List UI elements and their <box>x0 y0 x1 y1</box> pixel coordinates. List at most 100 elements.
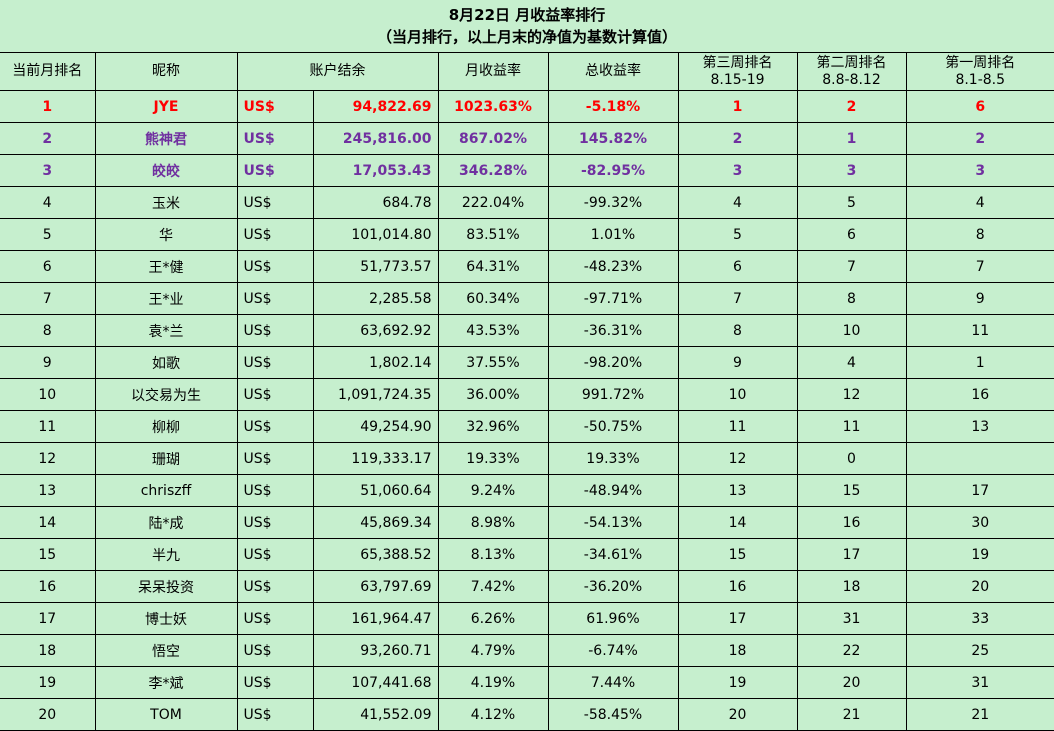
header-week2-rank[interactable]: 第二周排名 8.8-8.12 <box>796 53 907 91</box>
week1-rank-cell[interactable]: 19 <box>905 538 1054 571</box>
balance-cell[interactable]: 17,053.43 <box>312 154 439 187</box>
monthly-return-cell[interactable]: 83.51% <box>437 218 549 251</box>
nickname-cell[interactable]: 柳柳 <box>94 410 238 443</box>
week3-rank-cell[interactable]: 4 <box>677 186 798 219</box>
nickname-cell[interactable]: TOM <box>94 698 238 731</box>
week1-rank-cell[interactable]: 20 <box>905 570 1054 603</box>
nickname-cell[interactable]: 陆*成 <box>94 506 238 539</box>
balance-cell[interactable]: 63,797.69 <box>312 570 439 603</box>
week2-rank-cell[interactable]: 17 <box>796 538 907 571</box>
balance-cell[interactable]: 93,260.71 <box>312 634 439 667</box>
nickname-cell[interactable]: 悟空 <box>94 634 238 667</box>
week1-rank-cell[interactable]: 6 <box>905 90 1054 123</box>
rank-cell[interactable]: 15 <box>0 538 96 571</box>
week1-rank-cell[interactable]: 7 <box>905 250 1054 283</box>
header-week1-rank[interactable]: 第一周排名 8.1-8.5 <box>905 53 1054 91</box>
monthly-return-cell[interactable]: 9.24% <box>437 474 549 507</box>
currency-cell[interactable]: US$ <box>236 122 314 155</box>
currency-cell[interactable]: US$ <box>236 602 314 635</box>
week1-rank-cell[interactable]: 9 <box>905 282 1054 315</box>
week1-rank-cell[interactable]: 25 <box>905 634 1054 667</box>
balance-cell[interactable]: 107,441.68 <box>312 666 439 699</box>
currency-cell[interactable]: US$ <box>236 506 314 539</box>
week3-rank-cell[interactable]: 12 <box>677 442 798 475</box>
week2-rank-cell[interactable]: 4 <box>796 346 907 379</box>
week3-rank-cell[interactable]: 17 <box>677 602 798 635</box>
currency-cell[interactable]: US$ <box>236 570 314 603</box>
week3-rank-cell[interactable]: 11 <box>677 410 798 443</box>
balance-cell[interactable]: 119,333.17 <box>312 442 439 475</box>
week2-rank-cell[interactable]: 18 <box>796 570 907 603</box>
balance-cell[interactable]: 51,773.57 <box>312 250 439 283</box>
week3-rank-cell[interactable]: 7 <box>677 282 798 315</box>
currency-cell[interactable]: US$ <box>236 90 314 123</box>
week2-rank-cell[interactable]: 11 <box>796 410 907 443</box>
currency-cell[interactable]: US$ <box>236 154 314 187</box>
monthly-return-cell[interactable]: 346.28% <box>437 154 549 187</box>
balance-cell[interactable]: 161,964.47 <box>312 602 439 635</box>
rank-cell[interactable]: 9 <box>0 346 96 379</box>
rank-cell[interactable]: 3 <box>0 154 96 187</box>
week3-rank-cell[interactable]: 14 <box>677 506 798 539</box>
header-week3-rank[interactable]: 第三周排名 8.15-19 <box>677 53 798 91</box>
week2-rank-cell[interactable]: 7 <box>796 250 907 283</box>
nickname-cell[interactable]: 熊神君 <box>94 122 238 155</box>
total-return-cell[interactable]: -48.23% <box>547 250 679 283</box>
rank-cell[interactable]: 7 <box>0 282 96 315</box>
monthly-return-cell[interactable]: 1023.63% <box>437 90 549 123</box>
rank-cell[interactable]: 2 <box>0 122 96 155</box>
week3-rank-cell[interactable]: 2 <box>677 122 798 155</box>
week2-rank-cell[interactable]: 15 <box>796 474 907 507</box>
balance-cell[interactable]: 94,822.69 <box>312 90 439 123</box>
week3-rank-cell[interactable]: 9 <box>677 346 798 379</box>
currency-cell[interactable]: US$ <box>236 634 314 667</box>
total-return-cell[interactable]: -58.45% <box>547 698 679 731</box>
nickname-cell[interactable]: chriszff <box>94 474 238 507</box>
nickname-cell[interactable]: 呆呆投资 <box>94 570 238 603</box>
week3-rank-cell[interactable]: 18 <box>677 634 798 667</box>
rank-cell[interactable]: 16 <box>0 570 96 603</box>
balance-cell[interactable]: 51,060.64 <box>312 474 439 507</box>
week3-rank-cell[interactable]: 1 <box>677 90 798 123</box>
week3-rank-cell[interactable]: 3 <box>677 154 798 187</box>
monthly-return-cell[interactable]: 32.96% <box>437 410 549 443</box>
monthly-return-cell[interactable]: 36.00% <box>437 378 549 411</box>
rank-cell[interactable]: 18 <box>0 634 96 667</box>
week3-rank-cell[interactable]: 16 <box>677 570 798 603</box>
week3-rank-cell[interactable]: 13 <box>677 474 798 507</box>
monthly-return-cell[interactable]: 43.53% <box>437 314 549 347</box>
week3-rank-cell[interactable]: 15 <box>677 538 798 571</box>
currency-cell[interactable]: US$ <box>236 378 314 411</box>
currency-cell[interactable]: US$ <box>236 314 314 347</box>
total-return-cell[interactable]: -98.20% <box>547 346 679 379</box>
total-return-cell[interactable]: -5.18% <box>547 90 679 123</box>
balance-cell[interactable]: 245,816.00 <box>312 122 439 155</box>
week3-rank-cell[interactable]: 8 <box>677 314 798 347</box>
monthly-return-cell[interactable]: 60.34% <box>437 282 549 315</box>
rank-cell[interactable]: 10 <box>0 378 96 411</box>
header-nickname[interactable]: 昵称 <box>94 53 238 91</box>
total-return-cell[interactable]: -50.75% <box>547 410 679 443</box>
header-monthly-return[interactable]: 月收益率 <box>437 53 549 91</box>
week2-rank-cell[interactable]: 22 <box>796 634 907 667</box>
total-return-cell[interactable]: -82.95% <box>547 154 679 187</box>
week1-rank-cell[interactable]: 13 <box>905 410 1054 443</box>
header-rank[interactable]: 当前月排名 <box>0 53 96 91</box>
week1-rank-cell[interactable]: 21 <box>905 698 1054 731</box>
week3-rank-cell[interactable]: 5 <box>677 218 798 251</box>
monthly-return-cell[interactable]: 7.42% <box>437 570 549 603</box>
nickname-cell[interactable]: 华 <box>94 218 238 251</box>
nickname-cell[interactable]: 皎皎 <box>94 154 238 187</box>
week2-rank-cell[interactable]: 5 <box>796 186 907 219</box>
balance-cell[interactable]: 65,388.52 <box>312 538 439 571</box>
week2-rank-cell[interactable]: 16 <box>796 506 907 539</box>
nickname-cell[interactable]: 王*健 <box>94 250 238 283</box>
week3-rank-cell[interactable]: 6 <box>677 250 798 283</box>
week2-rank-cell[interactable]: 21 <box>796 698 907 731</box>
currency-cell[interactable]: US$ <box>236 410 314 443</box>
nickname-cell[interactable]: 王*业 <box>94 282 238 315</box>
nickname-cell[interactable]: 珊瑚 <box>94 442 238 475</box>
week1-rank-cell[interactable]: 31 <box>905 666 1054 699</box>
total-return-cell[interactable]: -36.31% <box>547 314 679 347</box>
week2-rank-cell[interactable]: 10 <box>796 314 907 347</box>
